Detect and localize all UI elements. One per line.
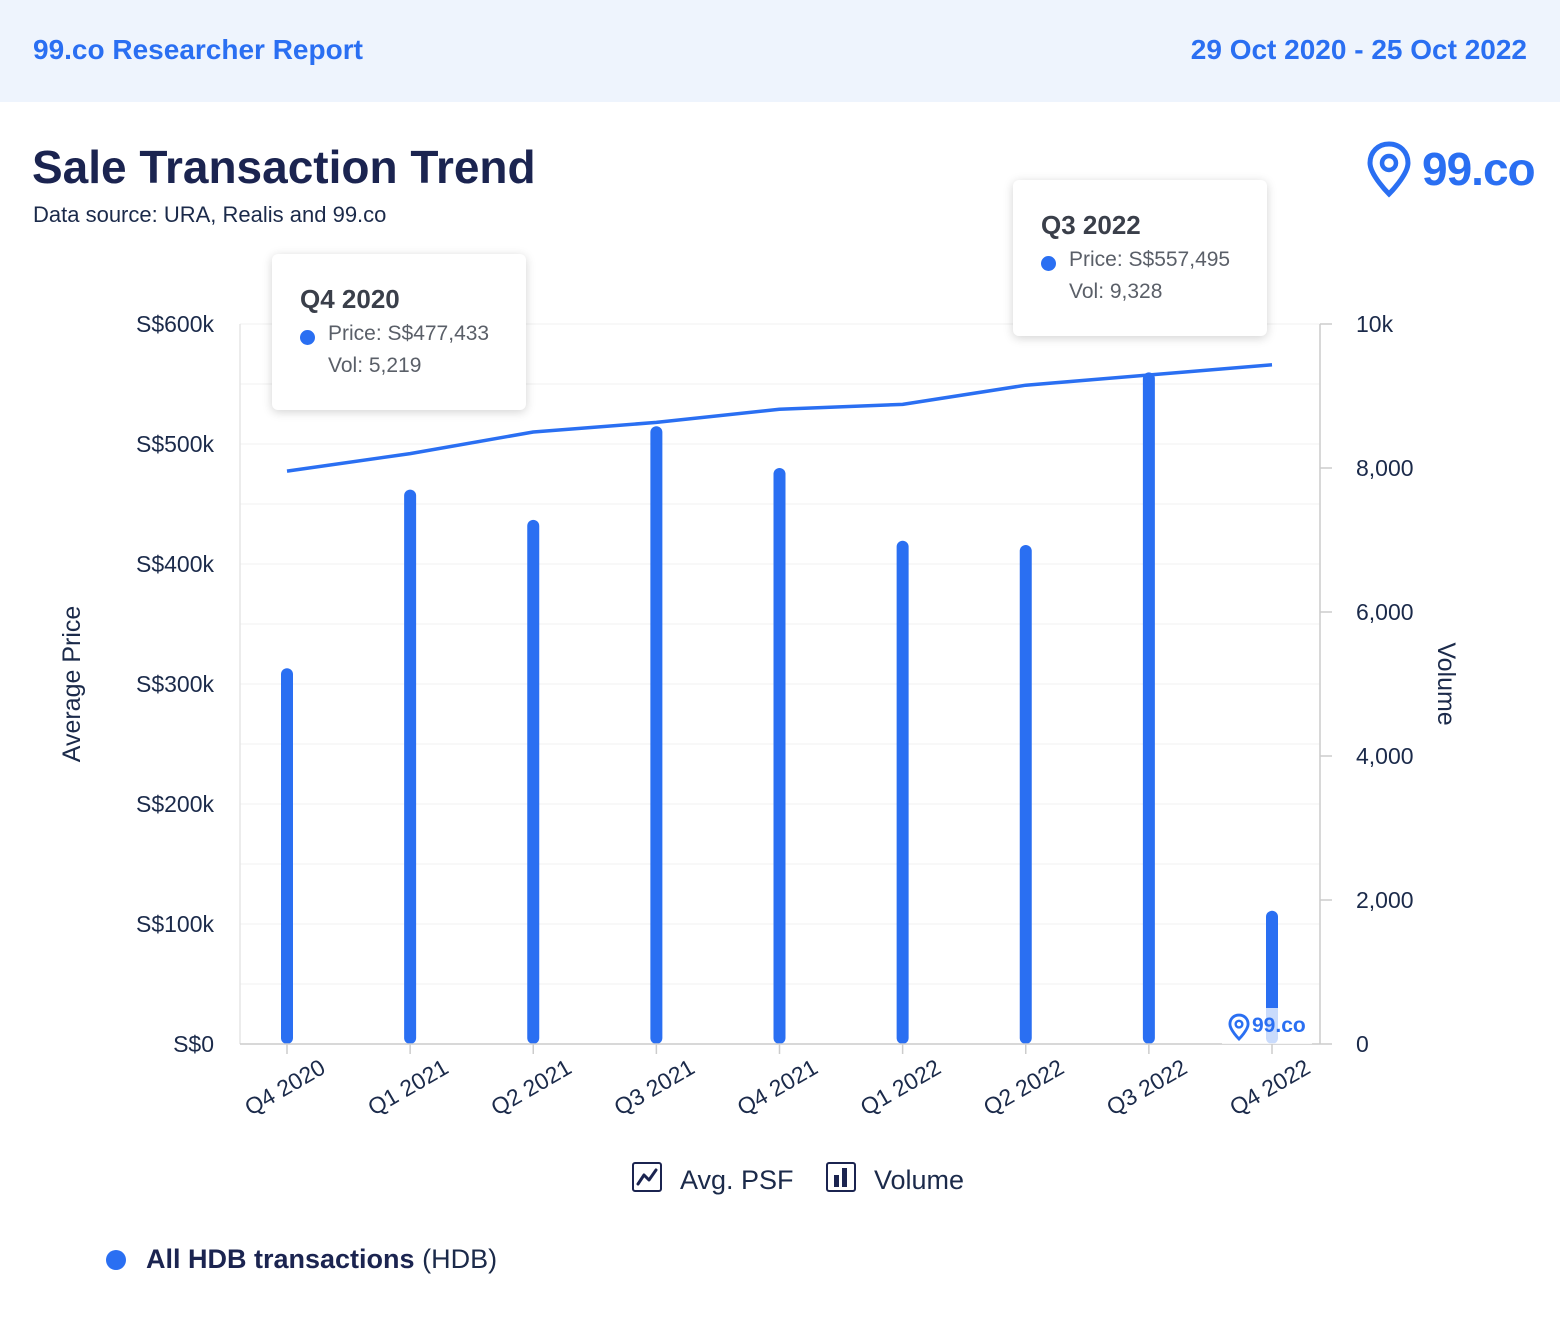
chart-title: Sale Transaction Trend [32,141,536,193]
line-chart-icon [632,1162,662,1192]
report-date-range: 29 Oct 2020 - 25 Oct 2022 [1190,34,1527,65]
x-tick-label: Q1 2022 [856,1054,945,1121]
y-tick-label: S$200k [136,791,215,817]
x-tick-label: Q3 2021 [609,1054,698,1121]
brand-logo: 99.co [1366,140,1536,200]
y2-axis-title: Volume [1432,642,1460,725]
y-tick-label: S$0 [173,1031,214,1057]
logo-text: 99.co [1422,143,1536,195]
chart-subtitle: Data source: URA, Realis and 99.co [33,202,387,227]
bar-chart-icon [826,1162,856,1192]
tooltip-price: Price: S$477,433 [328,322,490,345]
tooltip-q4-2020: Q4 2020 Price: S$477,433 Vol: 5,219 [272,254,526,410]
report-brand: 99.co Researcher Report [33,34,363,65]
y-tick-label: S$600k [136,311,215,337]
legend-volume[interactable]: Volume [826,1160,986,1200]
volume-bar [404,489,417,1045]
x-tick-label: Q1 2021 [363,1054,452,1121]
y2-tick-label: 6,000 [1356,599,1414,625]
tooltip-q3-2022: Q3 2022 Price: S$557,495 Vol: 9,328 [1013,180,1267,336]
tooltip-series-dot [1041,256,1056,271]
y-axis-title: Average Price [58,606,86,763]
legend-avg-psf-label: Avg. PSF [680,1165,794,1195]
volume-bar [1142,372,1155,1044]
y2-tick-label: 2,000 [1356,887,1414,913]
legend-avg-psf[interactable]: Avg. PSF [632,1160,802,1200]
tooltip-series-dot [300,330,315,345]
x-tick-label: Q4 2022 [1225,1054,1314,1121]
x-tick-label: Q4 2020 [240,1054,329,1121]
y-tick-label: S$500k [136,431,215,457]
x-tick-label: Q2 2021 [486,1054,575,1121]
volume-bar [1019,545,1032,1044]
legend-volume-label: Volume [874,1165,965,1195]
tooltip-volume: Vol: 9,328 [1069,280,1163,303]
volume-bar [650,426,663,1044]
location-pin-icon [1367,141,1411,198]
volume-bar [896,540,909,1044]
report-header: 99.co Researcher Report 29 Oct 2020 - 25… [0,0,1560,102]
avg-price-line [286,363,1273,473]
watermark-text: 99.co [1252,1014,1306,1037]
y2-tick-label: 4,000 [1356,743,1414,769]
y-tick-label: S$400k [136,551,215,577]
y-tick-label: S$100k [136,911,215,937]
tooltip-title: Q4 2020 [300,284,400,314]
y2-tick-label: 10k [1356,311,1394,337]
x-tick-label: Q4 2021 [733,1054,822,1121]
volume-bar [527,519,540,1044]
series-legend-type: (HDB) [422,1244,498,1274]
tooltip-title: Q3 2022 [1041,210,1141,240]
series-legend-label: All HDB transactions (HDB) [146,1244,497,1275]
x-tick-label: Q2 2022 [979,1054,1068,1121]
tooltip-volume: Vol: 5,219 [328,354,422,377]
volume-bar [773,468,786,1044]
watermark-pin-icon [1228,1013,1250,1041]
y-tick-label: S$300k [136,671,215,697]
y2-tick-label: 0 [1356,1031,1369,1057]
x-tick-label: Q3 2022 [1102,1054,1191,1121]
y2-tick-label: 8,000 [1356,455,1414,481]
chart-watermark: 99.co [1222,1008,1312,1044]
volume-bar [281,668,293,1044]
series-legend-name: All HDB transactions [146,1244,415,1274]
series-legend-dot [106,1250,126,1270]
tooltip-price: Price: S$557,495 [1069,248,1231,271]
